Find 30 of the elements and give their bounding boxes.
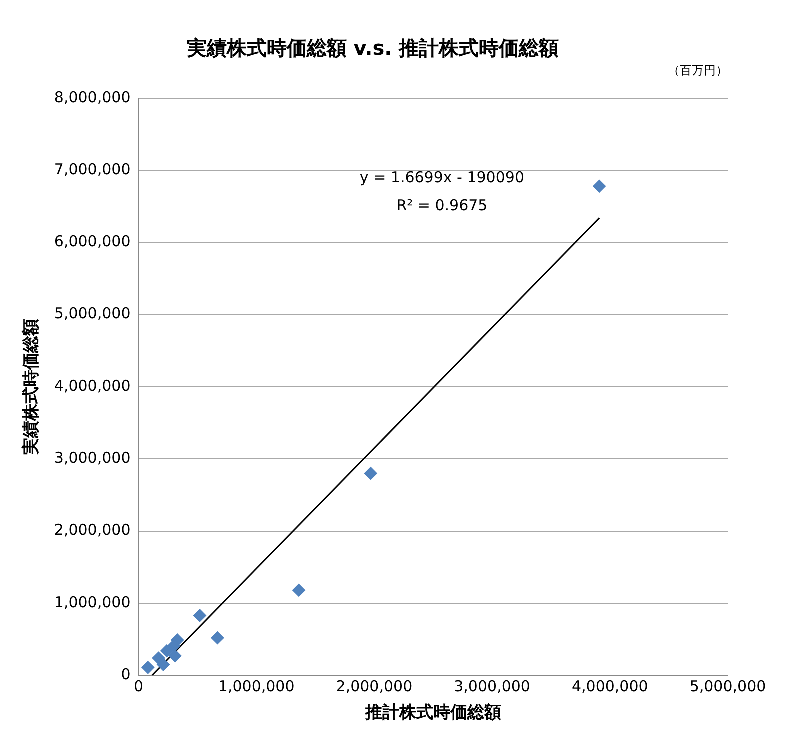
x-tick-label: 0 [134, 677, 144, 696]
point [160, 644, 174, 658]
x-tick-label: 3,000,000 [454, 677, 530, 696]
point [211, 632, 224, 645]
x-tick-label: 4,000,000 [572, 677, 648, 696]
point [168, 650, 182, 663]
y-tick-label: 5,000,000 [54, 304, 131, 323]
x-tick-label: 1,000,000 [218, 677, 295, 696]
y-tick-label: 4,000,000 [54, 376, 131, 395]
annotation: R² = 0.9675 [396, 196, 488, 214]
annotation: y = 1.6699x - 190090 [360, 168, 524, 186]
point [292, 584, 306, 597]
point [156, 658, 170, 672]
x-axis-title: 推計株式時価総額 [364, 703, 502, 724]
point [142, 661, 155, 674]
y-tick-label: 0 [121, 665, 131, 684]
x-tick-label: 2,000,000 [336, 677, 413, 696]
point [593, 180, 606, 193]
y-tick-label: 2,000,000 [54, 521, 131, 540]
y-tick-label: 7,000,000 [54, 160, 131, 178]
y-tick-label: 6,000,000 [54, 232, 131, 251]
y-tick-label: 3,000,000 [54, 449, 131, 468]
point [364, 467, 378, 480]
chart-subtitle: （百万円） [668, 63, 728, 78]
point [194, 609, 207, 622]
y-tick-label: 8,000,000 [54, 88, 131, 106]
x-tick-label: 5,000,000 [690, 677, 766, 696]
chart-title: 実績株式時価総額 v.s. 推計株式時価総額 [186, 36, 560, 60]
y-tick-label: 1,000,000 [54, 593, 131, 612]
y-axis-title: 実績株式時価総額 [22, 319, 42, 456]
